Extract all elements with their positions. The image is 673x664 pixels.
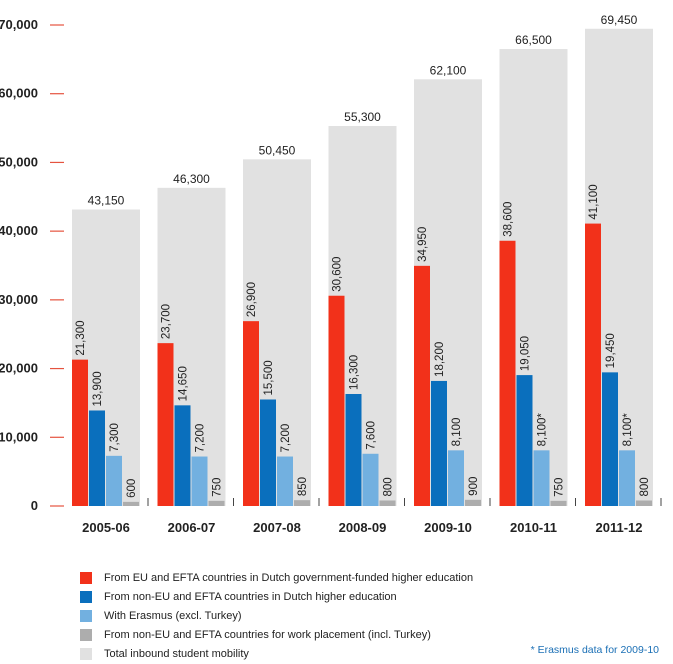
bar-value-label: 8,100* xyxy=(537,413,549,447)
bar-value-label: 14,650 xyxy=(178,366,190,401)
x-tick-label: 2010-11 xyxy=(510,520,557,535)
y-tick-label: 50,000 xyxy=(0,154,38,169)
total-value-label: 66,500 xyxy=(515,33,552,47)
legend-label: With Erasmus (excl. Turkey) xyxy=(104,609,242,622)
y-tick-label: 40,000 xyxy=(0,223,38,238)
series-bar xyxy=(550,500,567,506)
x-tick-label: 2009-10 xyxy=(424,520,472,535)
series-bar xyxy=(636,500,652,506)
legend-item: From EU and EFTA countries in Dutch gove… xyxy=(80,568,473,587)
bar-value-label: 18,200 xyxy=(434,342,446,377)
series-bar xyxy=(345,393,362,506)
bar-value-label: 16,300 xyxy=(349,355,361,390)
legend-label: From non-EU and EFTA countries in Dutch … xyxy=(104,590,397,603)
x-tick-label: 2006-07 xyxy=(168,520,216,535)
bar-value-label: 7,200 xyxy=(195,424,207,453)
legend-item: From non-EU and EFTA countries for work … xyxy=(80,626,473,645)
bar-value-label: 850 xyxy=(297,477,309,496)
legend-item: With Erasmus (excl. Turkey) xyxy=(80,606,473,625)
legend: From EU and EFTA countries in Dutch gove… xyxy=(80,568,473,664)
bar-value-label: 34,950 xyxy=(417,227,429,262)
series-bar xyxy=(106,455,122,506)
series-bar xyxy=(499,240,516,506)
x-axis: 2005-06 2006-07 2007-08 2008-09 2009-10 2010-… xyxy=(82,498,662,535)
legend-item: From non-EU and EFTA countries in Dutch … xyxy=(80,587,473,606)
legend-swatch-work-placement xyxy=(80,629,92,642)
bars: 43,150 21,300 13,900 7,300 600 46,300 23,700 14… xyxy=(72,13,653,507)
footnote: * Erasmus data for 2009-10 xyxy=(530,644,659,656)
series-bar xyxy=(379,500,396,506)
bar-value-label: 7,200 xyxy=(280,424,292,453)
series-bar xyxy=(448,450,464,506)
bar-value-label: 26,900 xyxy=(246,282,258,317)
series-bar xyxy=(585,223,601,506)
series-bar xyxy=(414,265,430,506)
legend-label: Total inbound student mobility xyxy=(104,648,249,661)
series-bar xyxy=(431,380,447,506)
bar-value-label: 21,300 xyxy=(75,320,87,355)
series-bar xyxy=(619,450,635,506)
y-tick-label: 10,000 xyxy=(0,429,38,444)
bar-value-label: 800 xyxy=(639,477,651,496)
series-bar xyxy=(533,450,550,506)
bar-value-label: 8,100 xyxy=(451,418,463,447)
legend-swatch-total xyxy=(80,648,92,661)
series-bar xyxy=(516,375,533,506)
legend-label: From non-EU and EFTA countries for work … xyxy=(104,629,431,642)
x-tick-label: 2008-09 xyxy=(339,520,387,535)
total-value-label: 43,150 xyxy=(88,193,125,207)
bar-value-label: 19,450 xyxy=(605,333,617,368)
legend-swatch-erasmus xyxy=(80,609,92,622)
bar-value-label: 750 xyxy=(212,478,224,497)
total-value-label: 69,450 xyxy=(601,13,638,27)
x-tick-label: 2011-12 xyxy=(596,520,643,535)
series-bar xyxy=(243,321,259,506)
bar-value-label: 900 xyxy=(468,477,480,496)
series-bar xyxy=(465,499,481,506)
series-bar xyxy=(89,410,105,506)
total-value-label: 55,300 xyxy=(344,110,381,124)
legend-swatch-non-eu xyxy=(80,590,92,603)
series-bar xyxy=(328,295,345,506)
total-value-label: 50,450 xyxy=(259,143,296,157)
series-bar xyxy=(260,399,276,506)
bar-value-label: 800 xyxy=(383,477,395,496)
bar-value-label: 600 xyxy=(126,479,138,498)
series-bar xyxy=(123,501,139,506)
bar-value-label: 41,100 xyxy=(588,184,600,219)
y-tick-label: 20,000 xyxy=(0,361,38,376)
total-value-label: 46,300 xyxy=(173,172,210,186)
series-bar xyxy=(72,359,88,506)
legend-item: Total inbound student mobility xyxy=(80,645,473,664)
series-bar xyxy=(602,372,618,506)
bar-value-label: 7,300 xyxy=(109,423,121,452)
bar-value-label: 15,500 xyxy=(263,360,275,395)
bar-value-label: 8,100* xyxy=(622,413,634,447)
legend-label: From EU and EFTA countries in Dutch gove… xyxy=(104,571,474,584)
bar-chart: 0 10,000 20,000 30,000 40,000 50,000 60,000 70,… xyxy=(0,13,662,535)
y-tick-label: 0 xyxy=(31,498,38,513)
bar-value-label: 19,050 xyxy=(520,336,532,371)
bar-value-label: 30,600 xyxy=(332,257,344,292)
legend-swatch-eu-efta xyxy=(80,571,92,584)
series-bar xyxy=(294,500,310,506)
x-tick-label: 2007-08 xyxy=(253,520,301,535)
y-tick-label: 30,000 xyxy=(0,292,38,307)
series-bar xyxy=(208,500,225,506)
series-bar xyxy=(157,343,174,506)
bar-value-label: 7,600 xyxy=(366,421,378,450)
y-axis: 0 10,000 20,000 30,000 40,000 50,000 60,000 70,… xyxy=(0,17,64,513)
bar-value-label: 38,600 xyxy=(503,202,515,237)
bar-value-label: 23,700 xyxy=(161,304,173,339)
bar-value-label: 750 xyxy=(554,478,566,497)
y-tick-label: 70,000 xyxy=(0,17,38,32)
series-bar xyxy=(277,456,293,506)
total-value-label: 62,100 xyxy=(430,63,467,77)
series-bar xyxy=(191,456,208,506)
y-tick-label: 60,000 xyxy=(0,86,38,101)
series-bar xyxy=(174,405,191,506)
bar-value-label: 13,900 xyxy=(92,371,104,406)
x-tick-label: 2005-06 xyxy=(82,520,130,535)
series-bar xyxy=(362,453,379,506)
